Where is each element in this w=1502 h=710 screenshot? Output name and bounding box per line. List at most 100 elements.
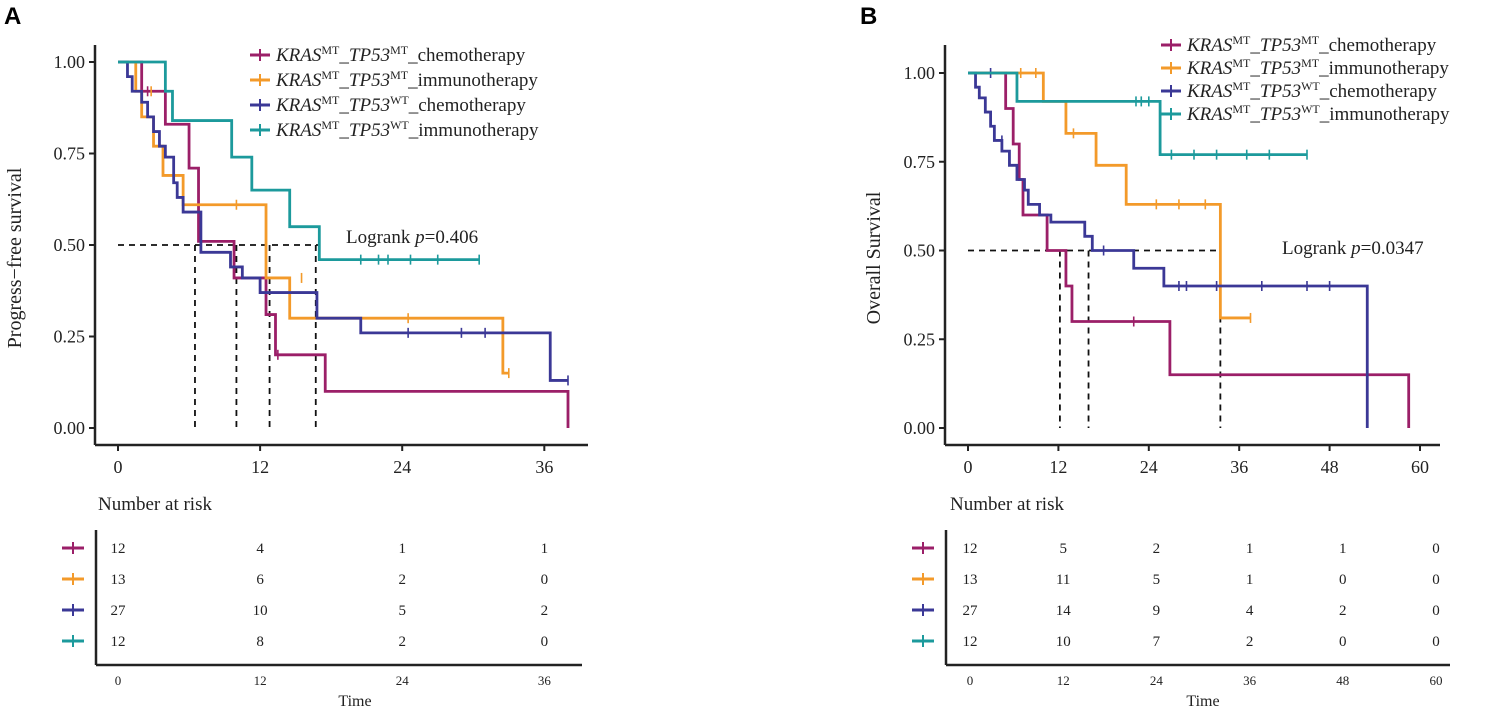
risk-count: 2	[1339, 603, 1347, 619]
x-tick-label: 60	[1411, 457, 1429, 477]
risk-x-tick-label: 12	[1057, 673, 1070, 688]
risk-count: 4	[1246, 603, 1254, 619]
risk-count: 27	[963, 603, 979, 619]
x-tick-label: 36	[1230, 457, 1248, 477]
x-tick-label: 12	[251, 457, 269, 477]
risk-x-tick-label: 60	[1430, 673, 1443, 688]
legend-label-part: TP53	[1260, 35, 1301, 56]
legend-label: KRASMT_TP53MT_immunotherapy	[275, 68, 538, 91]
x-tick-label: 0	[964, 457, 973, 477]
y-tick-label: 0.75	[54, 144, 86, 164]
y-axis-title: Progress−free survival	[4, 167, 26, 348]
y-axis-title: Overall Survival	[863, 191, 885, 324]
risk-count: 6	[256, 572, 264, 588]
survival-curve	[968, 71, 1307, 157]
legend-label-part: MT	[390, 43, 409, 57]
legend-entry: KRASMT_TP53WT_immunotherapy	[1161, 102, 1450, 125]
logrank-pvalue: Logrank p=0.406	[346, 227, 478, 248]
y-tick-label: 0.25	[54, 327, 86, 347]
legend-label-part: TP53	[349, 120, 390, 141]
legend-label-part: MT	[321, 118, 340, 132]
legend-label-part: MT	[1301, 33, 1320, 47]
risk-count: 12	[111, 541, 126, 557]
panel-label: B	[860, 3, 877, 30]
risk-count: 7	[1153, 634, 1161, 650]
legend-label-part: _immunotherapy	[407, 70, 538, 91]
risk-count: 1	[1339, 541, 1347, 557]
y-tick-label: 0.50	[904, 241, 936, 261]
legend-label-part: _chemotherapy	[1318, 35, 1437, 56]
survival-curve	[118, 60, 570, 428]
km-plot: 0.00 0.25 0.50 0.75 1.00 0 12 24 36	[54, 45, 588, 477]
legend-label-part: KRAS	[275, 120, 322, 141]
survival-curve	[968, 71, 1369, 428]
legend-label-part: MT	[1232, 102, 1251, 116]
legend-label-part: _chemotherapy	[1319, 81, 1438, 102]
legend-entry: KRASMT_TP53MT_chemotherapy	[1161, 33, 1437, 56]
y-tick-label: 1.00	[54, 52, 86, 72]
legend-label-part: TP53	[349, 70, 390, 91]
survival-curve	[968, 71, 1251, 320]
legend-entry: KRASMT_TP53WT_chemotherapy	[1161, 79, 1437, 102]
legend-label: KRASMT_TP53MT_immunotherapy	[1186, 56, 1449, 79]
risk-count: 5	[1153, 572, 1161, 588]
legend-label-part: KRAS	[1186, 58, 1233, 79]
legend-label-part: MT	[321, 68, 340, 82]
risk-count: 12	[963, 634, 978, 650]
legend-label-part: _	[338, 120, 349, 141]
legend-label-part: _immunotherapy	[1319, 104, 1450, 125]
risk-count: 2	[1246, 634, 1254, 650]
legend-label-part: KRAS	[1186, 104, 1233, 125]
y-tick-label: 0.00	[904, 418, 936, 438]
legend-label-part: _	[338, 70, 349, 91]
risk-count: 14	[1056, 603, 1072, 619]
legend-entry: KRASMT_TP53MT_immunotherapy	[1161, 56, 1449, 79]
legend: KRASMT_TP53MT_chemotherapyKRASMT_TP53MT_…	[250, 43, 539, 141]
risk-x-axis-title: Time	[1186, 693, 1219, 710]
legend-label-part: WT	[390, 118, 409, 132]
risk-count: 11	[1056, 572, 1070, 588]
km-plot: 0.00 0.25 0.50 0.75 1.00 0 12 24 36 48 60	[904, 45, 1440, 477]
legend-label: KRASMT_TP53WT_immunotherapy	[1186, 102, 1450, 125]
panel-label: A	[4, 3, 21, 30]
risk-count: 10	[253, 603, 268, 619]
y-tick-label: 0.50	[54, 235, 86, 255]
legend-label-part: KRAS	[275, 45, 322, 66]
y-tick-label: 0.00	[54, 418, 86, 438]
risk-x-tick-label: 24	[396, 673, 410, 688]
legend-label-part: _	[1249, 35, 1260, 56]
legend-label-part: MT	[390, 68, 409, 82]
legend: KRASMT_TP53MT_chemotherapyKRASMT_TP53MT_…	[1161, 33, 1450, 125]
risk-count: 13	[111, 572, 126, 588]
legend-label-part: _	[338, 95, 349, 116]
legend-label: KRASMT_TP53WT_chemotherapy	[1186, 79, 1437, 102]
legend-label-part: KRAS	[275, 95, 322, 116]
legend-label-part: _chemotherapy	[408, 95, 527, 116]
risk-x-tick-label: 0	[967, 673, 974, 688]
risk-count: 12	[963, 541, 978, 557]
legend-entry: KRASMT_TP53WT_immunotherapy	[250, 118, 539, 141]
legend-label-part: WT	[1301, 102, 1320, 116]
legend-label-part: MT	[1301, 56, 1320, 70]
risk-count: 5	[1059, 541, 1067, 557]
legend-label-part: TP53	[349, 45, 390, 66]
legend-label-part: TP53	[1260, 81, 1301, 102]
legend-label-part: _	[1249, 81, 1260, 102]
risk-count: 0	[1432, 572, 1440, 588]
risk-table: 0 12 24 36 12 4 1 1 13 6 2 0 27 10 5 2 12 8 2 0	[62, 530, 582, 688]
legend-label-part: KRAS	[1186, 81, 1233, 102]
x-tick-label: 12	[1049, 457, 1067, 477]
logrank-pvalue: Logrank p=0.0347	[1282, 238, 1424, 259]
legend-entry: KRASMT_TP53MT_immunotherapy	[250, 68, 538, 91]
legend-label-part: WT	[390, 93, 409, 107]
risk-x-tick-label: 12	[254, 673, 267, 688]
legend-label-part: MT	[1232, 33, 1251, 47]
risk-count: 0	[1339, 634, 1347, 650]
legend-label: KRASMT_TP53WT_chemotherapy	[275, 93, 526, 116]
legend-label-part: _	[1249, 58, 1260, 79]
risk-table-title: Number at risk	[950, 494, 1064, 515]
x-tick-label: 0	[114, 457, 123, 477]
risk-x-tick-label: 0	[115, 673, 122, 688]
